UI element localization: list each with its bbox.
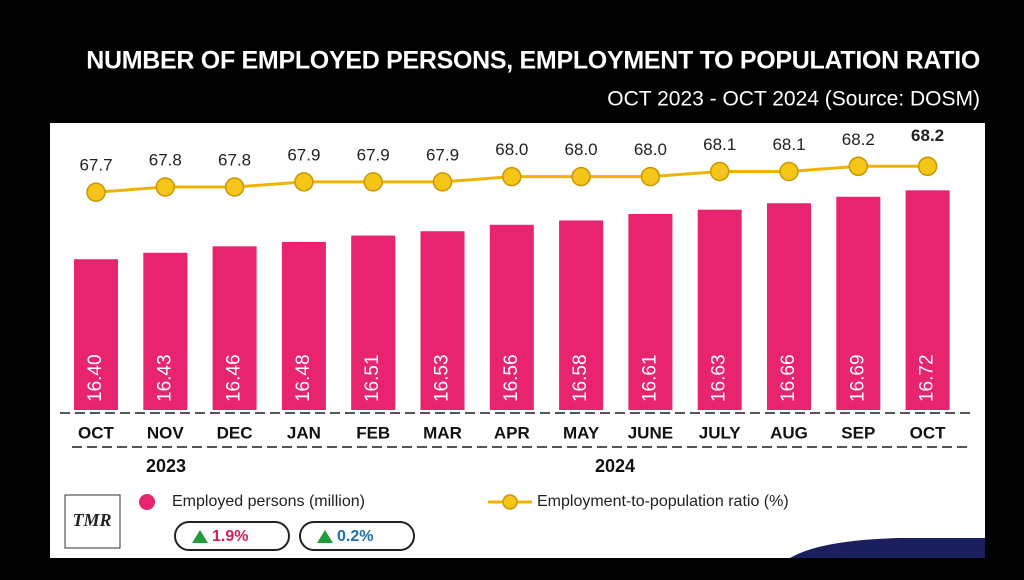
x-tick-label: MAY xyxy=(563,423,600,442)
line-marker xyxy=(779,161,799,182)
value-label: 68.0 xyxy=(495,140,528,159)
line-marker xyxy=(917,156,938,177)
x-tick-label: AUG xyxy=(770,423,808,442)
bar xyxy=(281,242,326,410)
value-label: 68.1 xyxy=(772,135,805,154)
x-tick-label: APR xyxy=(494,423,530,442)
bar xyxy=(767,203,811,410)
year-label: 2024 xyxy=(595,456,635,476)
annotation: 1.9% xyxy=(212,528,248,545)
value-label: 16.63 xyxy=(709,354,730,402)
bar xyxy=(212,246,257,410)
line-marker xyxy=(502,166,522,187)
bar xyxy=(905,190,950,410)
bar xyxy=(559,220,604,410)
legend-label: Employed persons (million) xyxy=(172,493,365,510)
line-marker xyxy=(155,177,176,197)
line-marker xyxy=(363,172,383,192)
x-tick-label: JUNE xyxy=(628,423,673,442)
value-label: 16.53 xyxy=(432,354,453,402)
bar xyxy=(74,259,118,410)
annotation: 0.2% xyxy=(337,528,373,545)
logo-box xyxy=(64,494,121,549)
line-marker xyxy=(224,177,245,197)
value-label: 16.61 xyxy=(639,354,660,402)
value-label: 67.9 xyxy=(426,145,459,164)
value-label: 16.66 xyxy=(778,354,799,402)
value-label: 68.2 xyxy=(911,126,944,145)
value-label: 16.51 xyxy=(362,354,383,402)
x-tick-label: DEC xyxy=(217,423,253,442)
value-label: 16.69 xyxy=(847,354,868,402)
line-marker xyxy=(848,156,869,177)
chart-title: NUMBER OF EMPLOYED PERSONS, EMPLOYMENT T… xyxy=(86,47,980,75)
value-label: 16.56 xyxy=(501,354,522,402)
line-marker xyxy=(709,161,730,182)
corner-decoration xyxy=(790,538,985,558)
value-label: 16.46 xyxy=(224,354,245,402)
year-label: 2023 xyxy=(146,456,186,476)
legend-label: Employment-to-population ratio (%) xyxy=(537,493,789,510)
up-arrow xyxy=(192,530,208,543)
bar xyxy=(489,224,534,410)
line-marker xyxy=(571,166,591,187)
bar xyxy=(628,214,673,410)
value-label: 16.58 xyxy=(570,354,591,402)
value-label: 67.9 xyxy=(287,145,320,164)
value-label: 68.2 xyxy=(842,130,875,149)
x-tick-label: MAR xyxy=(423,423,462,442)
x-tick-label: NOV xyxy=(147,423,185,442)
line-marker xyxy=(640,166,661,187)
value-label: 16.43 xyxy=(154,354,175,402)
value-label: 16.40 xyxy=(85,354,106,402)
value-label: 67.8 xyxy=(218,151,251,170)
value-label: 16.48 xyxy=(293,354,314,402)
x-tick-label: JAN xyxy=(287,423,321,442)
x-tick-label: SEP xyxy=(841,423,875,442)
line-marker xyxy=(86,182,106,202)
legend-swatch xyxy=(139,494,155,510)
bar xyxy=(697,209,742,410)
logo: TMR xyxy=(72,510,111,530)
up-arrow xyxy=(317,530,333,543)
value-label: 67.9 xyxy=(357,145,390,164)
value-label: 16.72 xyxy=(917,354,938,402)
bar xyxy=(143,252,188,410)
value-label: 68.0 xyxy=(565,140,598,159)
value-label: 67.7 xyxy=(79,156,112,175)
line-marker xyxy=(432,172,453,192)
bar xyxy=(420,231,465,410)
value-label: 68.1 xyxy=(703,135,736,154)
chart-subtitle: OCT 2023 - OCT 2024 (Source: DOSM) xyxy=(607,88,980,111)
bar xyxy=(836,196,881,410)
x-tick-label: JULY xyxy=(699,423,742,442)
x-tick-label: OCT xyxy=(910,423,947,442)
x-tick-label: FEB xyxy=(356,423,390,442)
bar xyxy=(351,235,396,410)
value-label: 68.0 xyxy=(634,140,667,159)
value-label: 67.8 xyxy=(149,151,182,170)
legend-swatch xyxy=(502,494,518,510)
line-marker xyxy=(294,172,314,192)
x-tick-label: OCT xyxy=(78,423,115,442)
